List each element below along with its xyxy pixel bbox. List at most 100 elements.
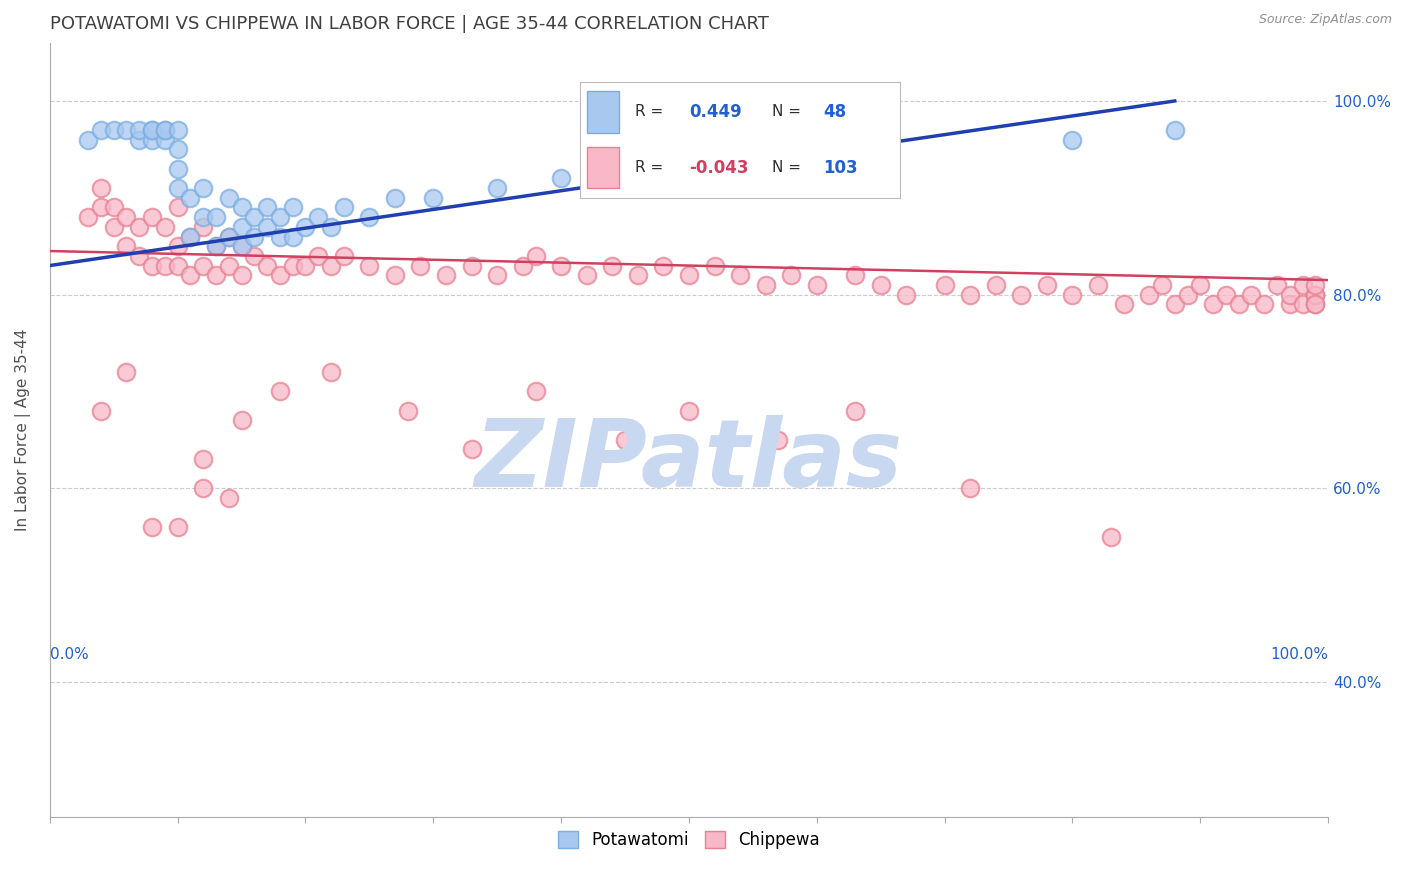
Point	[1305, 287, 1327, 301]
Point	[844, 268, 866, 283]
Point	[231, 239, 253, 253]
Point	[1177, 287, 1199, 301]
Point	[141, 259, 163, 273]
Point	[896, 287, 918, 301]
Point	[256, 219, 278, 234]
Point	[1305, 287, 1327, 301]
Point	[218, 491, 240, 505]
Point	[869, 152, 891, 166]
Point	[90, 201, 112, 215]
Point	[294, 259, 316, 273]
Point	[486, 181, 509, 195]
Point	[103, 123, 125, 137]
Point	[231, 268, 253, 283]
Point	[231, 201, 253, 215]
Point	[1291, 297, 1313, 311]
Point	[741, 161, 763, 176]
Point	[218, 191, 240, 205]
Point	[1189, 277, 1212, 292]
Point	[524, 249, 547, 263]
Point	[384, 268, 406, 283]
Point	[422, 191, 444, 205]
Point	[269, 229, 291, 244]
Point	[281, 201, 304, 215]
Point	[959, 287, 981, 301]
Point	[1278, 287, 1301, 301]
Point	[1227, 297, 1250, 311]
Point	[166, 142, 188, 156]
Text: 100.0%: 100.0%	[1270, 647, 1329, 662]
Point	[218, 229, 240, 244]
Point	[550, 259, 572, 273]
Text: ZIPatlas: ZIPatlas	[475, 415, 903, 508]
Point	[1278, 297, 1301, 311]
Point	[281, 229, 304, 244]
Point	[359, 259, 381, 273]
Text: 0.0%: 0.0%	[49, 647, 89, 662]
Point	[179, 268, 201, 283]
Point	[934, 277, 956, 292]
Point	[141, 520, 163, 534]
Point	[77, 210, 100, 224]
Point	[115, 210, 138, 224]
Point	[191, 181, 214, 195]
Point	[1253, 297, 1275, 311]
Point	[1305, 277, 1327, 292]
Point	[115, 365, 138, 379]
Point	[141, 123, 163, 137]
Point	[844, 403, 866, 417]
Point	[231, 413, 253, 427]
Point	[1036, 277, 1059, 292]
Point	[191, 219, 214, 234]
Point	[1164, 123, 1187, 137]
Point	[128, 133, 150, 147]
Point	[103, 201, 125, 215]
Point	[90, 181, 112, 195]
Point	[1062, 133, 1084, 147]
Point	[1305, 297, 1327, 311]
Point	[90, 403, 112, 417]
Point	[652, 259, 675, 273]
Point	[166, 259, 188, 273]
Point	[191, 481, 214, 495]
Point	[1240, 287, 1263, 301]
Point	[678, 268, 700, 283]
Point	[1150, 277, 1173, 292]
Point	[780, 268, 803, 283]
Point	[307, 210, 329, 224]
Point	[614, 433, 637, 447]
Text: POTAWATOMI VS CHIPPEWA IN LABOR FORCE | AGE 35-44 CORRELATION CHART: POTAWATOMI VS CHIPPEWA IN LABOR FORCE | …	[49, 15, 769, 33]
Point	[191, 210, 214, 224]
Point	[486, 268, 509, 283]
Point	[460, 259, 482, 273]
Point	[959, 481, 981, 495]
Point	[128, 219, 150, 234]
Point	[319, 219, 342, 234]
Point	[77, 133, 100, 147]
Point	[1305, 297, 1327, 311]
Point	[550, 171, 572, 186]
Point	[153, 219, 176, 234]
Point	[512, 259, 534, 273]
Point	[115, 239, 138, 253]
Point	[1265, 277, 1288, 292]
Point	[409, 259, 432, 273]
Point	[128, 249, 150, 263]
Point	[575, 268, 598, 283]
Point	[460, 442, 482, 457]
Point	[205, 239, 228, 253]
Point	[153, 123, 176, 137]
Point	[678, 403, 700, 417]
Point	[141, 210, 163, 224]
Point	[1010, 287, 1032, 301]
Point	[396, 403, 419, 417]
Point	[600, 259, 623, 273]
Point	[243, 249, 266, 263]
Point	[1087, 277, 1109, 292]
Point	[1215, 287, 1237, 301]
Point	[115, 123, 138, 137]
Legend: Potawatomi, Chippewa: Potawatomi, Chippewa	[551, 824, 827, 855]
Point	[141, 123, 163, 137]
Point	[166, 123, 188, 137]
Point	[333, 201, 356, 215]
